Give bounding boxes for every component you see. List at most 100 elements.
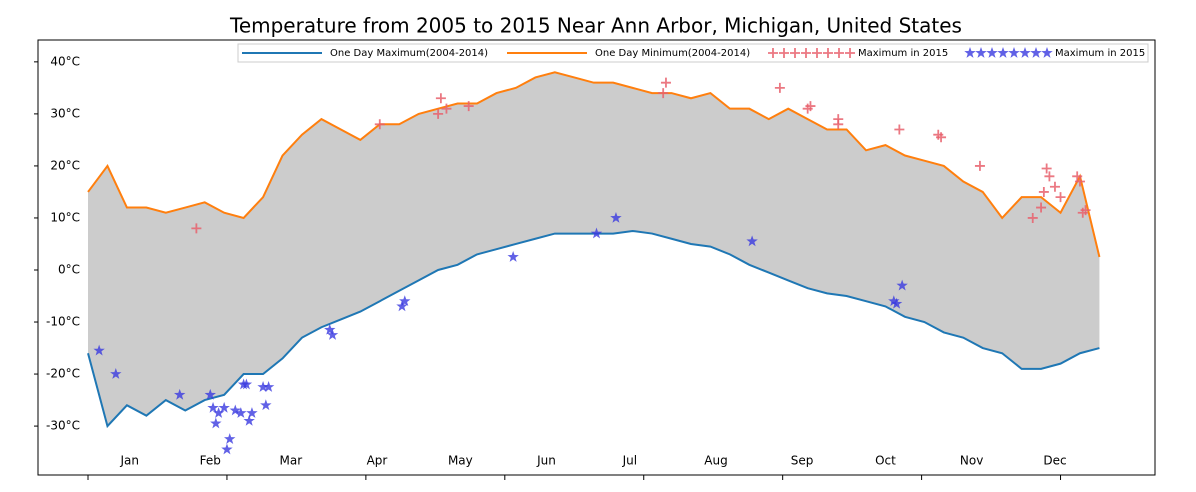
legend-label: Maximum in 2015 bbox=[1055, 48, 1145, 59]
y-tick-label: -30°C bbox=[46, 419, 80, 433]
plus-marker bbox=[774, 82, 785, 93]
star-marker bbox=[204, 388, 216, 400]
star-marker bbox=[399, 295, 411, 307]
legend-swatch bbox=[986, 47, 998, 58]
plus-marker bbox=[1036, 202, 1047, 213]
plus-marker bbox=[974, 160, 985, 171]
star-marker bbox=[207, 401, 219, 413]
plus-marker bbox=[658, 88, 669, 99]
star-marker bbox=[212, 407, 225, 418]
x-tick-label: May bbox=[448, 454, 473, 468]
star-marker bbox=[746, 235, 758, 247]
x-tick-label: Aug bbox=[704, 454, 727, 468]
plus-marker bbox=[1038, 186, 1049, 197]
x-tick-label: Jul bbox=[622, 454, 637, 468]
star-marker bbox=[174, 388, 186, 400]
star-marker bbox=[246, 407, 258, 418]
plus-marker bbox=[1049, 181, 1060, 192]
legend-swatch bbox=[790, 48, 800, 58]
plus-marker bbox=[936, 132, 947, 143]
legend: One Day Maximum(2004-2014) One Day Minimu… bbox=[237, 43, 1149, 63]
legend-swatch bbox=[834, 48, 844, 58]
legend-label: One Day Minimum(2004-2014) bbox=[595, 48, 750, 59]
plus-marker bbox=[1072, 171, 1083, 182]
star-marker bbox=[507, 250, 519, 262]
x-tick-label: Mar bbox=[280, 454, 303, 468]
legend-swatch bbox=[845, 48, 855, 58]
plus-marker bbox=[1027, 212, 1038, 223]
star-marker bbox=[224, 433, 236, 444]
plus-marker bbox=[374, 119, 385, 130]
x-tick-label: Feb bbox=[200, 454, 221, 468]
plus-marker bbox=[660, 77, 671, 88]
x-tick-label: Jun bbox=[536, 454, 556, 468]
legend-swatch bbox=[801, 48, 811, 58]
plus-marker bbox=[1055, 192, 1066, 203]
fill-between bbox=[88, 72, 1100, 427]
plus-marker bbox=[435, 93, 446, 104]
legend-swatch bbox=[1019, 47, 1031, 58]
plus-marker bbox=[441, 103, 452, 114]
star-marker bbox=[110, 368, 122, 379]
star-marker bbox=[260, 399, 272, 411]
star-marker bbox=[229, 404, 241, 416]
plus-marker bbox=[1074, 176, 1085, 187]
legend-swatch bbox=[1008, 47, 1020, 58]
legend-swatch bbox=[768, 48, 778, 58]
plus-marker bbox=[833, 119, 844, 130]
star-marker bbox=[240, 378, 253, 390]
y-tick-label: 40°C bbox=[50, 54, 80, 68]
plot-frame bbox=[37, 39, 1156, 476]
legend-label: Maximum in 2015 bbox=[858, 48, 948, 59]
y-tick-label: 20°C bbox=[50, 158, 80, 172]
star-marker bbox=[221, 443, 233, 455]
star-marker bbox=[610, 211, 622, 223]
plus-marker bbox=[1041, 163, 1052, 174]
x-tick-label: Sep bbox=[791, 454, 814, 468]
x-tick-label: Jan bbox=[119, 454, 139, 468]
star-marker bbox=[326, 329, 339, 340]
star-marker bbox=[590, 227, 603, 239]
star-marker bbox=[218, 401, 230, 413]
legend-swatch bbox=[823, 48, 833, 58]
legend-swatch bbox=[1041, 47, 1053, 58]
chart-title: Temperature from 2005 to 2015 Near Ann A… bbox=[229, 14, 962, 38]
legend-swatch bbox=[812, 48, 822, 58]
star-marker bbox=[243, 414, 255, 426]
star-marker bbox=[896, 279, 908, 291]
legend-swatch bbox=[779, 48, 789, 58]
y-tick-label: -10°C bbox=[46, 315, 80, 329]
x-tick-label: Dec bbox=[1043, 454, 1066, 468]
plus-marker bbox=[1044, 171, 1055, 182]
star-marker bbox=[262, 381, 275, 392]
star-marker bbox=[888, 295, 900, 307]
plus-marker bbox=[805, 101, 816, 112]
legend-box bbox=[237, 43, 1149, 63]
star-marker bbox=[235, 407, 247, 418]
legend-swatch bbox=[997, 47, 1009, 58]
x-tick-label: Nov bbox=[960, 454, 983, 468]
star-marker bbox=[210, 417, 222, 429]
star-marker bbox=[257, 381, 269, 392]
star-marker bbox=[93, 344, 105, 356]
plus-marker bbox=[433, 108, 444, 119]
star-marker bbox=[890, 297, 903, 309]
legend-swatch bbox=[964, 47, 976, 58]
plus-marker bbox=[191, 223, 202, 234]
plus-marker bbox=[1080, 205, 1091, 216]
line-series bbox=[87, 71, 1101, 258]
legend-label: One Day Maximum(2004-2014) bbox=[330, 48, 488, 59]
plus-marker bbox=[894, 124, 905, 135]
y-tick-label: 30°C bbox=[50, 106, 80, 120]
y-tick-label: 10°C bbox=[50, 210, 80, 224]
x-tick-label: Oct bbox=[875, 454, 896, 468]
legend-swatch bbox=[1030, 47, 1042, 58]
legend-swatch bbox=[975, 47, 987, 58]
x-tick-label: Apr bbox=[367, 454, 388, 468]
y-tick-label: 0°C bbox=[58, 262, 80, 276]
plus-marker bbox=[463, 101, 474, 112]
y-tick-label: -20°C bbox=[46, 367, 80, 381]
star-marker bbox=[396, 300, 408, 312]
star-marker bbox=[324, 323, 336, 335]
